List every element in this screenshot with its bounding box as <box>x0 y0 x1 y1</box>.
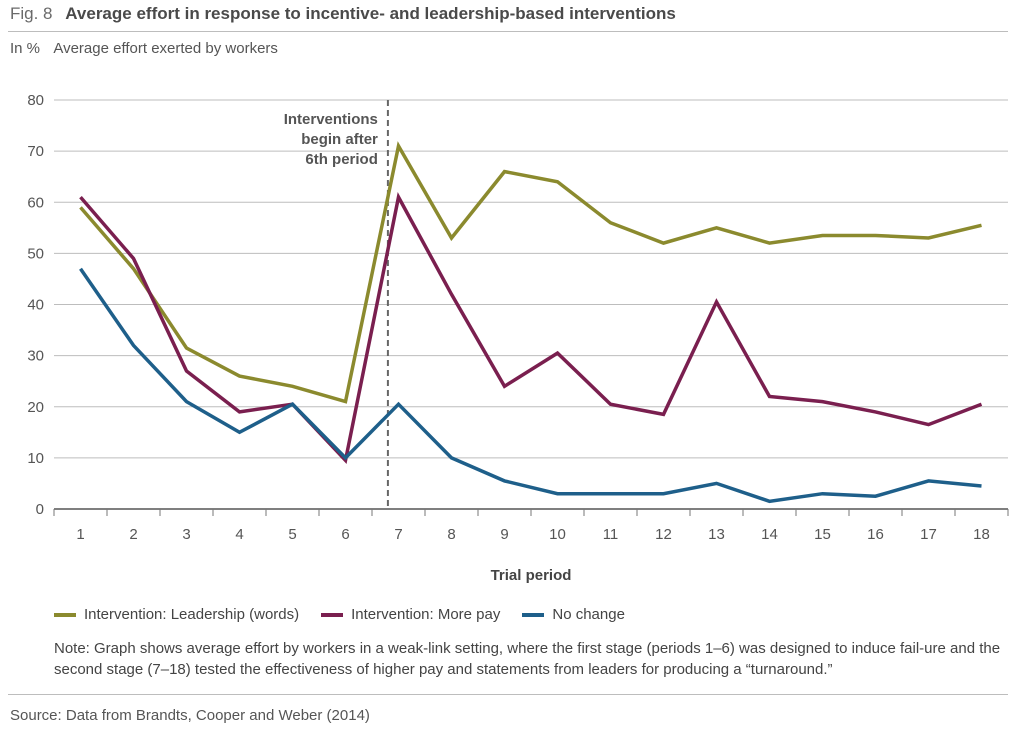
footer-rule <box>8 694 1008 695</box>
x-tick-label: 3 <box>182 526 190 543</box>
series-lines <box>79 141 983 504</box>
gridlines <box>54 99 1008 510</box>
y-tick-label: 70 <box>27 143 44 160</box>
x-tick-label: 2 <box>129 526 137 543</box>
intervention-annotation-line-3: 6th period <box>305 151 378 168</box>
intervention-annotation-line-1: Interventions <box>284 111 378 128</box>
figure-note: Note: Graph shows average effort by work… <box>54 640 1001 678</box>
legend-label-more-pay: Intervention: More pay <box>351 606 501 623</box>
x-tick-label: 4 <box>235 526 243 543</box>
legend-swatch-more-pay <box>321 612 344 617</box>
axis-units: In % Average effort exerted by workers <box>10 40 278 57</box>
x-tick-label: 15 <box>814 526 831 543</box>
y-tick-label: 30 <box>27 348 44 365</box>
series-line-no-change <box>79 267 982 504</box>
figure-title: Average effort in response to incentive-… <box>65 4 676 23</box>
x-tick-label: 18 <box>973 526 990 543</box>
legend: Intervention: Leadership (words) Interve… <box>54 606 625 623</box>
y-tick-labels: 0 10 20 30 40 50 60 70 80 <box>27 92 44 518</box>
y-tick-label: 80 <box>27 92 44 109</box>
legend-swatch-leadership <box>54 612 76 617</box>
figure-subtitle: Average effort exerted by workers <box>53 40 278 57</box>
unit-label: In % <box>10 40 41 57</box>
x-tick-label: 9 <box>500 526 508 543</box>
x-tick-label: 6 <box>341 526 349 543</box>
x-tick-label: 1 <box>76 526 84 543</box>
y-tick-label: 10 <box>27 450 44 467</box>
legend-swatch-no-change <box>522 612 545 617</box>
x-tick-label: 16 <box>867 526 884 543</box>
series-line-intervention-leadership-words <box>79 141 982 404</box>
x-tick-label: 12 <box>655 526 672 543</box>
figure-header: Fig. 8 Average effort in response to inc… <box>10 4 676 24</box>
x-tick-labels: 1 2 3 4 5 6 7 8 9 10 11 12 13 14 15 16 17 18 <box>53 509 1009 543</box>
legend-item-no-change: No change <box>522 606 625 623</box>
x-tick-label: 5 <box>288 526 296 543</box>
series-line-intervention-more-pay <box>79 192 983 465</box>
x-tick-label: 8 <box>447 526 455 543</box>
legend-item-more-pay: Intervention: More pay <box>321 606 500 623</box>
legend-label-leadership: Intervention: Leadership (words) <box>84 606 300 623</box>
y-tick-label: 60 <box>27 194 44 211</box>
legend-label-no-change: No change <box>552 606 625 623</box>
y-tick-label: 20 <box>27 399 44 416</box>
y-tick-label: 0 <box>36 501 44 518</box>
y-tick-label: 50 <box>27 245 44 262</box>
x-tick-label: 13 <box>708 526 725 543</box>
legend-item-leadership: Intervention: Leadership (words) <box>54 606 299 623</box>
x-tick-label: 7 <box>394 526 402 543</box>
figure-number: Fig. 8 <box>10 4 53 23</box>
x-tick-label: 10 <box>549 526 566 543</box>
intervention-annotation-line-2: begin after <box>301 131 378 148</box>
x-axis-label: Trial period <box>491 567 572 584</box>
x-tick-label: 14 <box>761 526 778 543</box>
header-rule <box>8 31 1008 32</box>
x-tick-label: 11 <box>603 526 619 543</box>
x-tick-label: 17 <box>920 526 937 543</box>
figure-source: Source: Data from Brandts, Cooper and We… <box>10 707 370 724</box>
y-tick-label: 40 <box>27 297 44 314</box>
